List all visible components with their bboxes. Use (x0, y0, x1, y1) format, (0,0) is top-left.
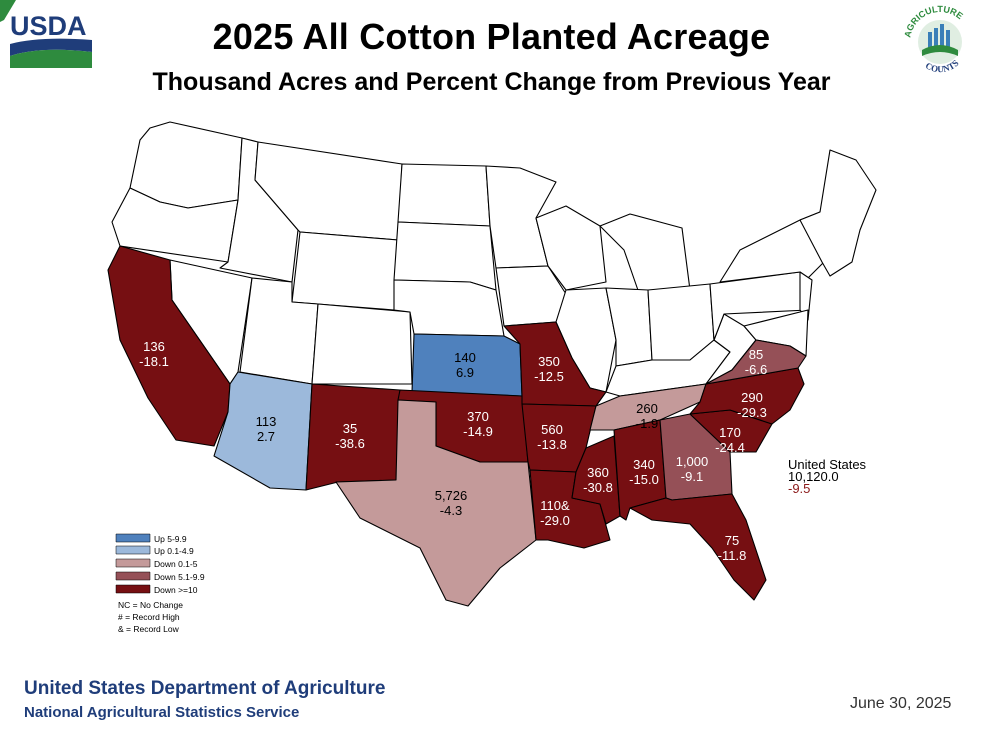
footer-date: June 30, 2025 (850, 695, 952, 712)
us-total-acres: 10,120.0 (788, 469, 839, 484)
legend-note-no-change: NC = No Change (118, 600, 183, 610)
label-missouri-change: -12.5 (534, 369, 564, 384)
label-arizona-acres: 113 (256, 414, 277, 429)
label-texas-change: -4.3 (440, 503, 462, 518)
state-wyoming (291, 231, 399, 311)
legend-swatch-up-0-1-4-9 (115, 545, 151, 555)
label-north-carolina-change: -29.3 (737, 405, 767, 420)
label-alabama-acres: 340 (633, 457, 655, 472)
state-north-dakota (397, 163, 491, 227)
label-florida-change: -11.8 (718, 548, 747, 563)
legend-label-up-5-9-9: Up 5-9.9 (154, 534, 187, 544)
label-georgia-acres: 1,000 (676, 454, 709, 469)
us-total: United States 10,120.0 -9.5 (788, 457, 867, 496)
label-virginia-acres: 85 (749, 347, 763, 362)
us-total-change: -9.5 (788, 481, 810, 496)
label-oklahoma-change: -14.9 (463, 424, 493, 439)
label-arizona-change: 2.7 (257, 429, 275, 444)
state-wisconsin (535, 205, 607, 291)
label-mississippi-acres: 360 (587, 465, 609, 480)
legend-swatch-down-ge-10 (115, 584, 151, 594)
legend-note-record-low: & = Record Low (118, 624, 180, 634)
legend-label-up-0-1-4-9: Up 0.1-4.9 (154, 546, 194, 556)
legend-label-down-ge-10: Down >=10 (154, 585, 198, 595)
label-california-acres: 136 (143, 339, 165, 354)
usda-logo-text: USDA (10, 11, 87, 41)
label-louisiana-acres: 110& (540, 498, 570, 513)
label-arkansas-change: -13.8 (537, 437, 567, 452)
label-new-mexico-acres: 35 (343, 421, 357, 436)
legend-label-down-0-1-5: Down 0.1-5 (154, 559, 198, 569)
label-oklahoma-acres: 370 (467, 409, 489, 424)
label-tennessee-acres: 260 (636, 401, 658, 416)
label-kansas-change: 6.9 (456, 365, 474, 380)
label-north-carolina-acres: 290 (741, 390, 763, 405)
us-total-label: United States (788, 457, 867, 472)
label-virginia-change: -6.6 (745, 362, 767, 377)
label-tennessee-change: -1.9 (636, 416, 658, 431)
legend-swatch-up-5-9-9 (115, 533, 151, 543)
state-michigan (599, 213, 691, 297)
label-florida-acres: 75 (725, 533, 739, 548)
legend-note-record-high: # = Record High (118, 612, 180, 622)
state-south-dakota (393, 221, 497, 291)
label-georgia-change: -9.1 (681, 469, 703, 484)
footer-service: National Agricultural Statistics Service (24, 704, 300, 721)
footer-department: United States Department of Agriculture (24, 678, 386, 699)
label-south-carolina-change: -24.4 (715, 440, 745, 455)
legend-swatch-down-5-1-9-9 (115, 571, 151, 581)
state-missouri (503, 321, 607, 407)
label-alabama-change: -15.0 (629, 472, 659, 487)
usda-logo: USDA (0, 0, 96, 72)
label-california-change: -18.1 (139, 354, 169, 369)
state-colorado (311, 303, 413, 385)
label-kansas-acres: 140 (454, 350, 476, 365)
state-washington (129, 121, 243, 209)
label-arkansas-acres: 560 (541, 422, 563, 437)
state-new-england (799, 149, 877, 277)
legend-swatch-down-0-1-5 (115, 558, 151, 568)
legend: Up 5-9.9 Up 0.1-4.9 Down 0.1-5 Down 5.1-… (115, 533, 205, 634)
label-mississippi-change: -30.8 (583, 480, 613, 495)
map-subtitle: Thousand Acres and Percent Change from P… (152, 68, 831, 96)
agriculture-counts-logo: AGRICULTURE COUNTS (902, 4, 964, 74)
state-tennessee (589, 383, 707, 431)
legend-label-down-5-1-9-9: Down 5.1-9.9 (154, 572, 205, 582)
state-virginia (705, 339, 807, 385)
label-missouri-acres: 350 (538, 354, 560, 369)
cotton-states (107, 245, 807, 607)
label-texas-acres: 5,726 (435, 488, 468, 503)
non-cotton-states (111, 121, 877, 397)
state-california (107, 245, 231, 447)
state-texas (335, 399, 537, 607)
state-florida (629, 493, 767, 601)
map-title: 2025 All Cotton Planted Acreage (212, 16, 771, 57)
state-value-labels: 136 -18.1 113 2.7 35 -38.6 140 6.9 370 -… (139, 339, 767, 563)
label-south-carolina-acres: 170 (719, 425, 741, 440)
label-louisiana-change: -29.0 (540, 513, 570, 528)
label-new-mexico-change: -38.6 (335, 436, 365, 451)
